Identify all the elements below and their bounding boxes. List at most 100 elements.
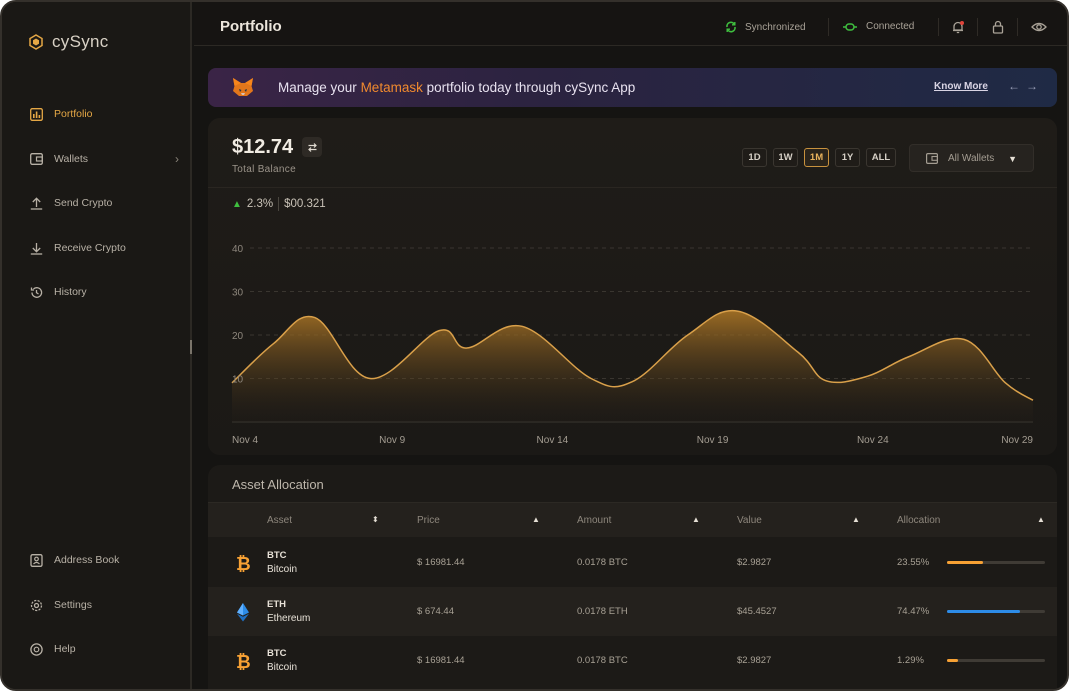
sort-up-icon[interactable]: ▲ xyxy=(852,515,860,524)
x-tick-label: Nov 29 xyxy=(1001,435,1033,446)
svg-text:₿: ₿ xyxy=(236,652,251,671)
balance-change: ▲ 2.3% $00.321 xyxy=(232,197,326,211)
asset-allocation-title: Asset Allocation xyxy=(232,477,324,492)
total-balance-label: Total Balance xyxy=(232,164,296,175)
x-tick-label: Nov 14 xyxy=(537,435,569,446)
asset-name: Ethereum xyxy=(267,613,311,624)
asset-amount: 0.0178 BTC xyxy=(577,557,628,568)
banner-text-suffix: portfolio today through cySync App xyxy=(422,80,636,95)
sidebar-item-label: Address Book xyxy=(54,554,120,566)
change-value: $00.321 xyxy=(284,198,326,210)
eye-icon[interactable] xyxy=(1031,20,1047,34)
asset-symbol: ETH xyxy=(267,599,286,610)
bitcoin-icon: ₿ xyxy=(234,651,252,673)
allocation-bar xyxy=(947,659,1045,662)
asset-value: $2.9827 xyxy=(737,655,772,666)
swap-icon xyxy=(307,142,317,152)
sort-up-icon[interactable]: ▲ xyxy=(532,515,540,524)
know-more-link[interactable]: Know More xyxy=(934,81,988,92)
divider xyxy=(1017,18,1018,36)
banner-message: Manage your Metamask portfolio today thr… xyxy=(278,80,635,95)
bitcoin-icon: ₿ xyxy=(234,553,252,575)
currency-swap-button[interactable] xyxy=(302,137,322,157)
sidebar-item-label: Send Crypto xyxy=(54,197,113,209)
column-header-allocation[interactable]: Allocation xyxy=(897,515,941,526)
connection-status-label: Connected xyxy=(866,21,915,32)
contacts-icon xyxy=(29,553,43,567)
y-tick-label: 40 xyxy=(232,244,244,255)
sidebar-item-help[interactable]: Help xyxy=(29,642,179,656)
range-button-1w[interactable]: 1W xyxy=(773,148,798,167)
help-icon xyxy=(29,642,43,656)
sidebar-item-label: Portfolio xyxy=(54,108,93,120)
sync-icon xyxy=(726,21,736,33)
chart-icon xyxy=(29,107,43,121)
sidebar-item-history[interactable]: History xyxy=(29,285,179,299)
column-header-asset[interactable]: Asset xyxy=(267,515,293,526)
ethereum-icon xyxy=(234,602,252,622)
range-button-all[interactable]: ALL xyxy=(866,148,896,167)
trend-up-icon: ▲ xyxy=(232,198,242,210)
sync-status-label: Synchronized xyxy=(745,21,806,33)
divider xyxy=(208,187,1057,188)
sort-up-icon[interactable]: ▲ xyxy=(692,515,700,524)
download-icon xyxy=(29,241,43,255)
app-name: cySync xyxy=(52,32,109,51)
divider xyxy=(977,18,978,36)
chart-line xyxy=(231,309,1034,401)
table-row[interactable]: ₿ BTC Bitcoin $ 16981.44 0.0178 BTC $2.9827 1.… xyxy=(208,636,1057,685)
connection-status: Connected xyxy=(842,21,914,32)
wallet-icon xyxy=(29,152,43,166)
sidebar-item-send-crypto[interactable]: Send Crypto xyxy=(29,196,179,210)
table-header: Asset ⬍ Price ▲ Amount ▲ Value ▲ Allocat… xyxy=(208,502,1057,537)
chart-area xyxy=(232,310,1033,422)
allocation-bar-fill xyxy=(947,659,958,662)
range-button-1d[interactable]: 1D xyxy=(742,148,767,167)
asset-name: Bitcoin xyxy=(267,564,298,575)
notification-bell-icon[interactable] xyxy=(951,20,965,34)
total-balance-amount: $12.74 xyxy=(232,136,294,158)
portfolio-chart[interactable]: 40 30 20 10 Nov 4 Nov 9 Nov 14 Nov 19 Nov 24 Nov … xyxy=(208,228,1057,455)
asset-price: $ 674.44 xyxy=(417,606,454,617)
arrow-right-icon[interactable]: → xyxy=(1026,79,1044,93)
promo-banner: Manage your Metamask portfolio today thr… xyxy=(208,68,1057,107)
sidebar-item-label: History xyxy=(54,286,87,298)
column-header-amount[interactable]: Amount xyxy=(577,515,612,526)
sort-icon[interactable]: ⬍ xyxy=(372,515,379,524)
table-row[interactable]: ₿ BTC Bitcoin $ 16981.44 0.0178 BTC $2.9827 23… xyxy=(208,538,1057,587)
range-button-1y[interactable]: 1Y xyxy=(835,148,860,167)
upload-icon xyxy=(29,196,43,210)
column-header-value[interactable]: Value xyxy=(737,515,762,526)
sidebar-item-label: Settings xyxy=(54,599,92,611)
sidebar-item-wallets[interactable]: Wallets › xyxy=(29,152,179,166)
sidebar: cySync Portfolio Wallets › Send Cry xyxy=(2,2,192,689)
time-range-selector: 1D 1W 1M 1Y ALL xyxy=(742,148,896,167)
range-button-1m[interactable]: 1M xyxy=(804,148,829,167)
sort-up-icon[interactable]: ▲ xyxy=(1037,515,1045,524)
sidebar-item-label: Wallets xyxy=(54,153,89,165)
wallet-filter-dropdown[interactable]: All Wallets ▼ xyxy=(909,144,1034,172)
sidebar-item-settings[interactable]: Settings xyxy=(29,598,179,612)
asset-name: Bitcoin xyxy=(267,662,298,673)
sidebar-item-portfolio[interactable]: Portfolio xyxy=(29,107,179,121)
table-row[interactable]: ETH Ethereum $ 674.44 0.0178 ETH $45.4527 74.… xyxy=(208,587,1057,636)
cysync-logo-icon xyxy=(29,34,43,50)
sidebar-resize-handle[interactable] xyxy=(190,340,192,354)
sidebar-item-address-book[interactable]: Address Book xyxy=(29,553,179,567)
asset-allocation-percent: 23.55% xyxy=(897,557,930,568)
divider xyxy=(828,18,829,36)
banner-text-prefix: Manage your xyxy=(278,80,361,95)
sidebar-item-receive-crypto[interactable]: Receive Crypto xyxy=(29,241,179,255)
arrow-left-icon[interactable]: ← xyxy=(1008,79,1026,93)
portfolio-card: $12.74 Total Balance 1D 1W 1M 1Y ALL All Wal… xyxy=(208,118,1057,455)
lock-icon[interactable] xyxy=(991,20,1005,34)
x-tick-label: Nov 9 xyxy=(379,435,406,446)
banner-highlight: Metamask xyxy=(360,80,423,95)
sidebar-item-label: Receive Crypto xyxy=(54,242,126,254)
allocation-bar-fill xyxy=(947,561,983,564)
column-header-price[interactable]: Price xyxy=(417,515,440,526)
asset-allocation-percent: 74.47% xyxy=(897,606,930,617)
asset-value: $45.4527 xyxy=(737,606,777,617)
divider xyxy=(278,197,280,211)
logo: cySync xyxy=(29,32,109,52)
